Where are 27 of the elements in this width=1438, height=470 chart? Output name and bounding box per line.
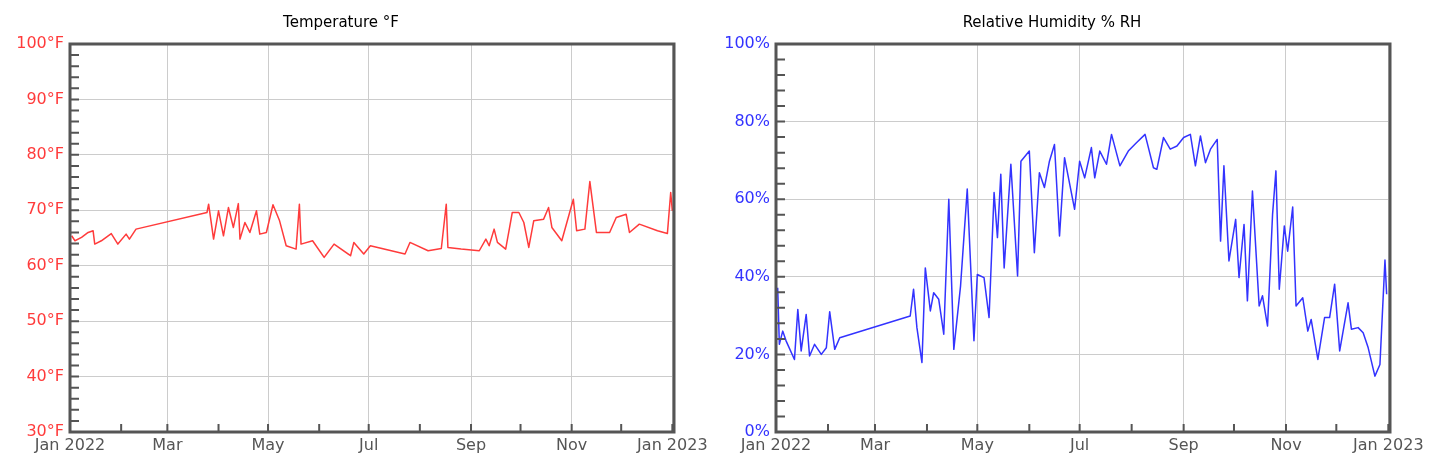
x-tick-label: Sep [1168, 434, 1199, 454]
chart-title: Relative Humidity % RH [962, 12, 1142, 31]
y-tick-label: 60°F [26, 254, 64, 274]
x-tick-label: Mar [859, 434, 891, 454]
x-tick-label: May [251, 434, 285, 454]
y-tick-label: 100% [724, 33, 770, 53]
x-tick-label: Jan 2023 [1352, 434, 1424, 454]
y-tick-label: 40% [734, 265, 770, 285]
y-tick-label: 80°F [26, 144, 64, 164]
y-tick-label: 20% [734, 343, 770, 363]
y-tick-label: 50°F [26, 310, 64, 330]
chart-title: Temperature °F [282, 12, 399, 31]
y-tick-label: 90°F [26, 88, 64, 108]
x-tick-label: Nov [556, 434, 588, 454]
x-tick-label: Jan 2023 [636, 434, 708, 454]
x-tick-label: May [960, 434, 994, 454]
x-tick-label: Mar [152, 434, 183, 454]
y-tick-label: 70°F [26, 199, 64, 219]
y-tick-label: 60% [734, 188, 770, 208]
x-tick-label: Jul [358, 434, 379, 454]
x-tick-label: Sep [455, 434, 487, 454]
y-tick-label: 80% [734, 110, 770, 130]
y-tick-label: 0% [744, 421, 770, 441]
x-tick-label: Nov [1270, 434, 1302, 454]
y-tick-label: 100°F [16, 33, 64, 53]
x-tick-label: Jul [1068, 434, 1090, 454]
y-tick-label: 40°F [26, 365, 64, 385]
